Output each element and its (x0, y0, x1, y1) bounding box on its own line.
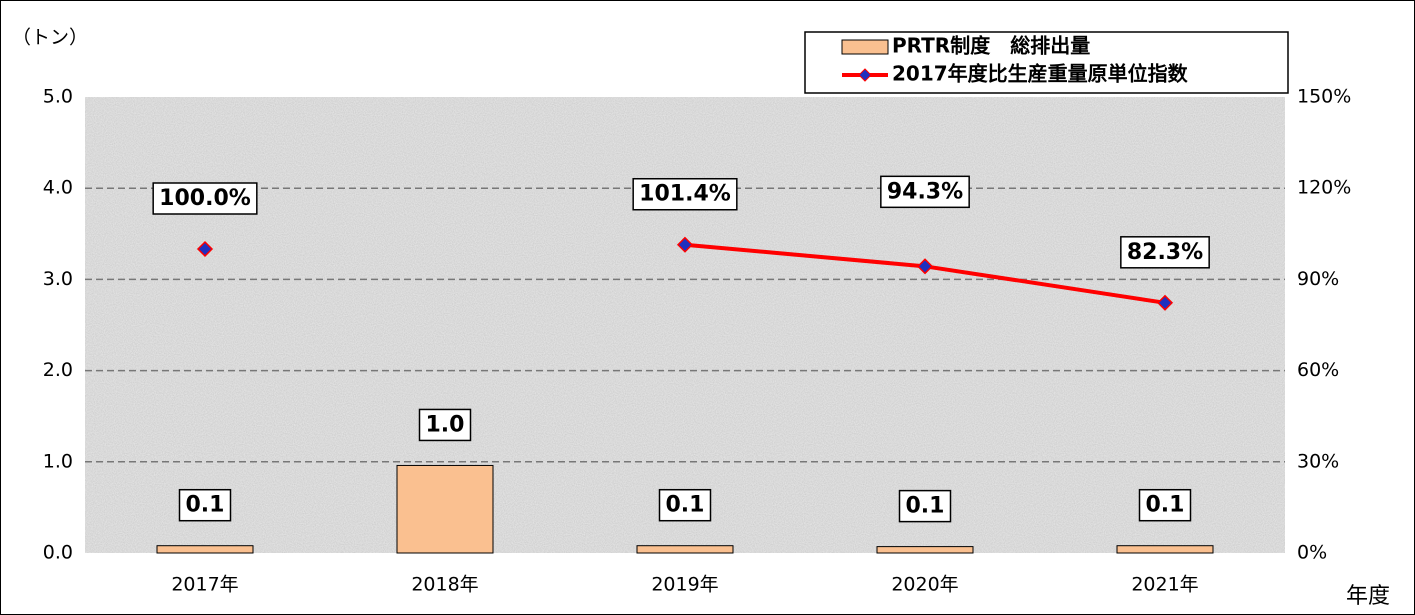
y-tick-label: 5.0 (43, 86, 73, 108)
y2-tick-label: 30% (1297, 450, 1339, 472)
marker (916, 258, 934, 275)
bar-value-label: 1.0 (426, 412, 465, 437)
y-tick-label: 0.0 (43, 542, 73, 564)
bar-value-label-box (1138, 488, 1192, 522)
y-axis-label: （トン） (12, 27, 88, 49)
legend-marker (858, 68, 872, 82)
x-tick-label: 2021年 (1131, 574, 1198, 596)
x-tick-label: 2018年 (411, 574, 478, 596)
plot-area (85, 97, 1285, 553)
y2-tick-label: 120% (1297, 177, 1351, 199)
bar (1116, 545, 1214, 554)
line-value-label-box (880, 175, 970, 209)
line-value-label: 82.3% (1127, 240, 1203, 265)
line-value-label-box (1120, 236, 1210, 269)
bar (396, 464, 494, 554)
marker (196, 240, 214, 258)
line-value-label-box (152, 182, 258, 215)
y2-tick-label: 150% (1297, 86, 1351, 108)
y-tick-label: 2.0 (43, 359, 73, 381)
x-tick-label: 2017年 (171, 574, 238, 596)
bar-value-label-box (418, 408, 472, 442)
bar-value-label-box (658, 488, 712, 522)
y-tick-label: 1.0 (43, 450, 73, 472)
x-tick-label: 2019年 (651, 574, 718, 596)
bar (156, 545, 254, 554)
bar-value-label-box (898, 489, 952, 523)
bar-value-label: 0.1 (666, 493, 705, 518)
legend-label: PRTR制度 総排出量 (892, 34, 1090, 58)
marker (676, 236, 694, 253)
y2-tick-label: 90% (1297, 268, 1339, 290)
y-tick-label: 3.0 (43, 268, 73, 290)
y2-tick-label: 60% (1297, 359, 1339, 381)
bar (876, 546, 974, 554)
line-value-label-box (632, 177, 738, 211)
bar-value-label: 0.1 (1146, 493, 1185, 518)
line-value-label: 101.4% (639, 182, 731, 207)
marker (1156, 294, 1174, 311)
line-value-label: 100.0% (159, 186, 251, 211)
y2-tick-label: 0% (1297, 542, 1327, 564)
line-value-label: 94.3% (887, 179, 963, 204)
bar-value-label-box (178, 488, 232, 522)
x-tick-label: 2020年 (891, 574, 958, 596)
bar (636, 545, 734, 554)
x-axis-label: 年度 (1346, 584, 1390, 609)
y-tick-label: 4.0 (43, 177, 73, 199)
legend-swatch (841, 39, 889, 55)
legend-label: 2017年度比生産重量原単位指数 (892, 62, 1189, 86)
bar-value-label: 0.1 (186, 493, 225, 518)
bar-value-label: 0.1 (906, 494, 945, 519)
